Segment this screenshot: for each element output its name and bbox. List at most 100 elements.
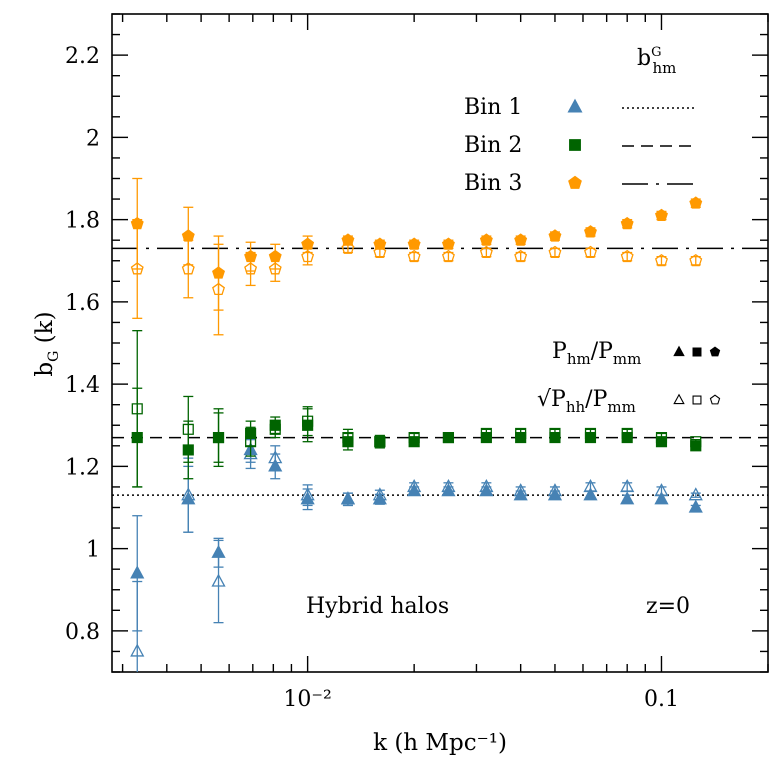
- legend-label-bin-1: Bin 1: [464, 95, 522, 120]
- point-bin-1-hm: [620, 491, 635, 505]
- point-bin-1-hm: [441, 483, 456, 497]
- point-bin-3-hh: [341, 241, 355, 254]
- estimator-marker-pentagon: [709, 346, 721, 357]
- point-bin-1-hm: [407, 483, 422, 497]
- point-bin-3-hh: [130, 262, 144, 275]
- legend-title: bG hm: [637, 45, 676, 77]
- point-bin-3-hh: [548, 245, 562, 259]
- estimator-marker-square: [692, 395, 702, 405]
- legend-label-bin-2: Bin 2: [464, 133, 522, 158]
- point-bin-3-hm: [373, 237, 387, 250]
- point-bin-3-hh: [655, 253, 668, 267]
- point-bin-1-hm: [211, 544, 226, 558]
- point-bin-3-hm: [620, 216, 634, 230]
- point-bin-3-hm: [212, 266, 225, 279]
- point-bin-3-hh: [441, 249, 455, 263]
- point-bin-3-hm: [441, 237, 455, 250]
- point-bin-2-hm: [131, 432, 143, 444]
- y-tick-label: 2: [86, 126, 100, 151]
- point-bin-2-hm: [212, 432, 225, 444]
- point-bin-1-hm: [583, 487, 598, 501]
- annotation-redshift: z=0: [646, 594, 690, 619]
- point-bin-3-hh: [301, 249, 315, 263]
- estimator-marker-triangle: [673, 345, 685, 357]
- x-tick-label: 10⁻²: [283, 687, 331, 712]
- point-bin-3-hm: [181, 229, 195, 242]
- x-axis-title: k (h Mpc⁻¹): [373, 730, 507, 756]
- legend-label-bin-3: Bin 3: [464, 171, 522, 196]
- point-bin-2-hm: [515, 432, 527, 444]
- point-bin-3-hm: [407, 237, 421, 250]
- point-bin-3-hh: [181, 262, 195, 275]
- point-bin-2-hm: [621, 432, 633, 444]
- point-bin-1-hm: [300, 491, 315, 505]
- point-bin-1-hm: [513, 487, 528, 501]
- estimator-marker-pentagon: [709, 394, 721, 405]
- point-bin-2-hm: [342, 436, 354, 448]
- y-tick-label: 2.2: [65, 44, 100, 69]
- point-bin-3-hm: [689, 196, 703, 209]
- y-tick-label: 1.2: [65, 455, 100, 480]
- y-axis-title: bG (k): [32, 311, 62, 376]
- point-bin-1-hm: [654, 491, 669, 505]
- point-bin-3-hh: [514, 249, 528, 263]
- point-bin-2-hm: [442, 432, 455, 444]
- estimator-marker-square: [692, 347, 702, 357]
- y-tick-label: 1.6: [65, 291, 100, 316]
- point-bin-3-hh: [620, 249, 634, 263]
- point-bin-2-hm: [408, 436, 420, 448]
- point-bin-3-hm: [244, 249, 258, 263]
- x-tick-label: 0.1: [644, 687, 679, 712]
- estimator-label: √Phh/Pmm: [537, 387, 636, 416]
- point-bin-3-hm: [514, 233, 528, 246]
- point-bin-1-hm: [372, 491, 387, 505]
- point-bin-1-hm: [547, 487, 563, 501]
- point-bin-1-hm: [340, 491, 356, 505]
- point-bin-3-hh: [584, 245, 597, 259]
- point-bin-3-hm: [548, 229, 562, 242]
- y-tick-label: 0.8: [65, 620, 100, 645]
- point-bin-3-hh: [244, 262, 258, 275]
- point-bin-3-hh: [373, 245, 387, 259]
- point-bin-3-hh: [479, 245, 493, 259]
- point-bin-1-hh: [130, 643, 145, 657]
- y-tick-label: 1.4: [65, 373, 100, 398]
- point-bin-2-hm: [655, 436, 668, 448]
- point-bin-2-hm: [480, 432, 492, 444]
- legend-marker-bin-2: [569, 139, 581, 151]
- point-bin-3-hh: [689, 253, 703, 267]
- point-bin-2-hm: [269, 419, 281, 431]
- point-bin-1-hm: [268, 458, 283, 472]
- point-bin-3-hm: [479, 233, 493, 246]
- legend-marker-bin-3: [568, 175, 582, 189]
- point-bin-1-hm: [479, 483, 494, 497]
- point-bin-3-hh: [407, 249, 421, 263]
- point-bin-2-hm: [690, 440, 702, 452]
- point-bin-1-hh: [620, 478, 635, 493]
- point-bin-3-hm: [655, 208, 668, 222]
- point-bin-2-hh: [131, 403, 143, 415]
- estimator-marker-triangle: [673, 393, 685, 405]
- point-bin-3-hm: [268, 249, 282, 263]
- point-bin-2-hh: [182, 423, 194, 435]
- annotation-halo-type: Hybrid halos: [306, 594, 449, 619]
- point-bin-2-hm: [302, 419, 314, 431]
- point-bin-1-hm: [130, 565, 145, 579]
- point-bin-3-hh: [268, 262, 282, 275]
- y-tick-label: 1.8: [65, 209, 100, 234]
- point-bin-2-hm: [245, 427, 257, 440]
- point-bin-1-hh: [688, 487, 703, 501]
- legend-marker-bin-1: [567, 98, 583, 113]
- point-bin-1-hm: [181, 491, 196, 505]
- point-bin-3-hm: [341, 233, 355, 246]
- point-bin-3-hm: [130, 216, 144, 230]
- point-bin-3-hm: [584, 225, 597, 238]
- point-bin-2-hm: [182, 444, 194, 456]
- point-bin-1-hm: [688, 499, 703, 513]
- point-bin-2-hm: [374, 436, 386, 448]
- plot-frame: [111, 13, 769, 673]
- point-bin-1-hh: [211, 573, 226, 587]
- point-bin-3-hm: [301, 237, 315, 250]
- estimator-label: Phm/Pmm: [552, 339, 641, 368]
